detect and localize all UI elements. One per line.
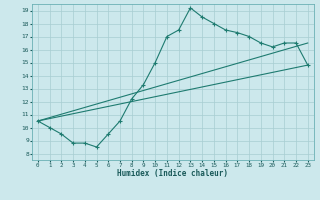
X-axis label: Humidex (Indice chaleur): Humidex (Indice chaleur) [117,169,228,178]
